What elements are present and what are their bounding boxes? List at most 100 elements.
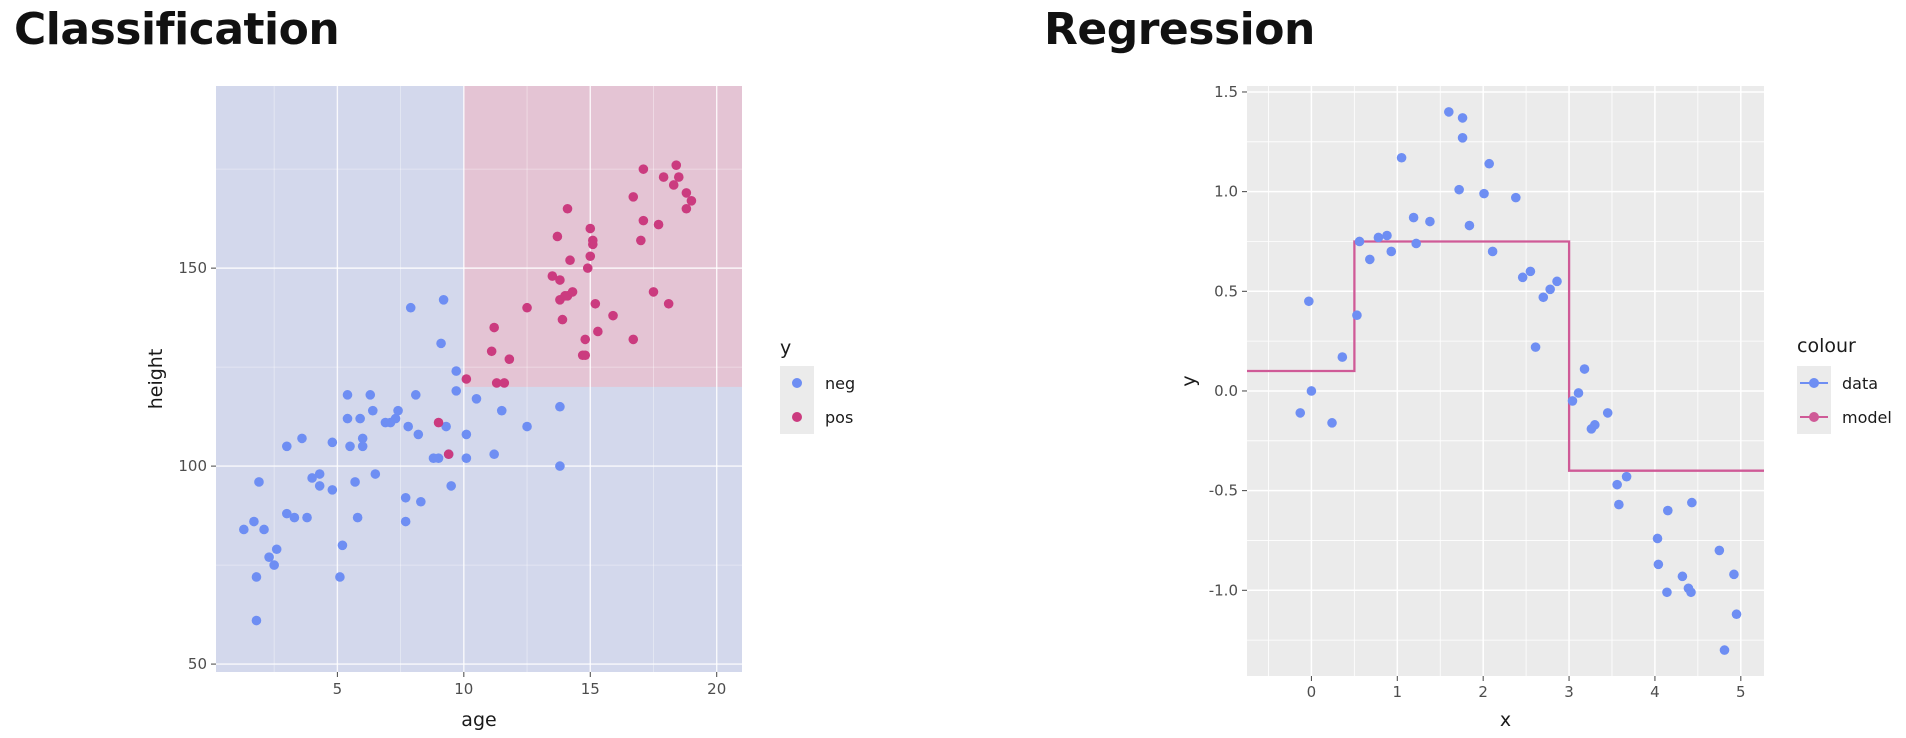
point-neg (365, 390, 376, 400)
regression-chart: 0 1 2 3 4 5 -1.0 -0.5 0.0 0.5 1.0 1.5 x y colour da… (1178, 83, 1892, 731)
point-neg (461, 429, 472, 440)
point-pos (636, 235, 646, 246)
point-data (1687, 497, 1697, 508)
classification-chart: 5 10 15 20 50 100 150 age height y neg pos (145, 86, 855, 731)
point-neg (438, 295, 449, 305)
point-pos (565, 255, 575, 266)
point-data (1662, 587, 1672, 598)
point-pos (522, 302, 532, 313)
point-neg (400, 516, 411, 527)
point-data (1530, 342, 1541, 352)
y-tick-label: 1.0 (1214, 183, 1238, 201)
point-neg (327, 485, 338, 495)
point-pos (499, 378, 510, 388)
point-neg (342, 413, 353, 424)
point-neg (413, 429, 424, 440)
point-neg (433, 453, 444, 463)
legend-dot-neg (792, 378, 802, 388)
point-pos (663, 298, 674, 309)
point-neg (352, 512, 363, 523)
point-pos (552, 231, 563, 242)
legend-label-data: data (1842, 374, 1878, 393)
point-pos (608, 310, 618, 321)
point-data (1686, 587, 1696, 598)
point-data (1411, 238, 1421, 249)
point-neg (436, 338, 446, 349)
point-data (1354, 236, 1365, 247)
y-axis-label-height: height (145, 349, 167, 410)
point-neg (282, 508, 292, 519)
point-pos (585, 223, 596, 234)
point-data (1621, 471, 1632, 482)
decision-region-pos (463, 86, 742, 387)
point-pos (585, 251, 596, 262)
regression-axis-ticks: 0 1 2 3 4 5 -1.0 -0.5 0.0 0.5 1.0 1.5 (1209, 83, 1746, 701)
point-neg (400, 492, 411, 503)
point-pos (628, 192, 639, 202)
x-tick-label: 2 (1478, 683, 1488, 701)
point-data (1408, 212, 1419, 223)
point-neg (370, 469, 381, 479)
point-neg (259, 524, 269, 535)
y-axis-label-y: y (1178, 375, 1200, 386)
point-pos (628, 334, 639, 345)
x-tick-label: 15 (581, 680, 600, 698)
classification-legend: y neg pos (780, 337, 855, 434)
point-neg (393, 405, 403, 416)
point-neg (249, 516, 259, 527)
point-data (1382, 230, 1392, 241)
point-data (1567, 396, 1578, 406)
point-pos (686, 196, 697, 206)
point-neg (269, 560, 279, 570)
point-neg (342, 390, 353, 400)
point-pos (638, 215, 649, 226)
point-pos (580, 350, 591, 361)
point-data (1479, 188, 1489, 199)
point-neg (314, 481, 325, 491)
point-data (1457, 113, 1468, 123)
point-data (1714, 545, 1725, 556)
point-data (1327, 418, 1337, 428)
point-data (1652, 533, 1663, 544)
y-tick-label: 0.0 (1214, 382, 1238, 400)
y-tick-label: 150 (178, 259, 207, 277)
point-neg (461, 453, 472, 463)
classification-points (239, 160, 697, 626)
point-data (1663, 505, 1673, 516)
point-neg (307, 473, 317, 483)
legend-title-colour: colour (1797, 335, 1856, 357)
point-data (1454, 184, 1464, 195)
point-neg (367, 405, 378, 416)
point-data (1295, 408, 1306, 418)
point-neg (451, 386, 462, 396)
x-tick-label: 10 (454, 680, 473, 698)
legend-dot-pos (792, 412, 802, 422)
point-data (1487, 246, 1498, 257)
point-pos (489, 322, 499, 333)
point-data (1552, 276, 1562, 287)
legend-label-model: model (1842, 408, 1892, 427)
model-step-line (1247, 240, 1764, 472)
regression-gridlines (1247, 86, 1764, 676)
point-neg (441, 421, 451, 432)
point-neg (390, 413, 401, 424)
point-neg (271, 544, 282, 555)
point-data (1373, 232, 1384, 243)
point-data (1365, 254, 1375, 265)
point-pos (557, 314, 568, 325)
point-neg (302, 512, 312, 523)
point-pos (555, 275, 565, 285)
x-tick-label: 4 (1650, 683, 1660, 701)
point-neg (357, 441, 368, 452)
point-data (1337, 352, 1348, 362)
point-neg (555, 401, 565, 412)
point-pos (491, 378, 502, 388)
point-data (1602, 408, 1613, 418)
x-axis-label-age: age (461, 709, 496, 731)
point-pos (653, 219, 664, 230)
legend-label-pos: pos (825, 408, 853, 427)
point-data (1590, 420, 1600, 430)
point-pos (658, 172, 669, 182)
classification-title: Classification (14, 4, 340, 55)
point-neg (446, 481, 456, 491)
